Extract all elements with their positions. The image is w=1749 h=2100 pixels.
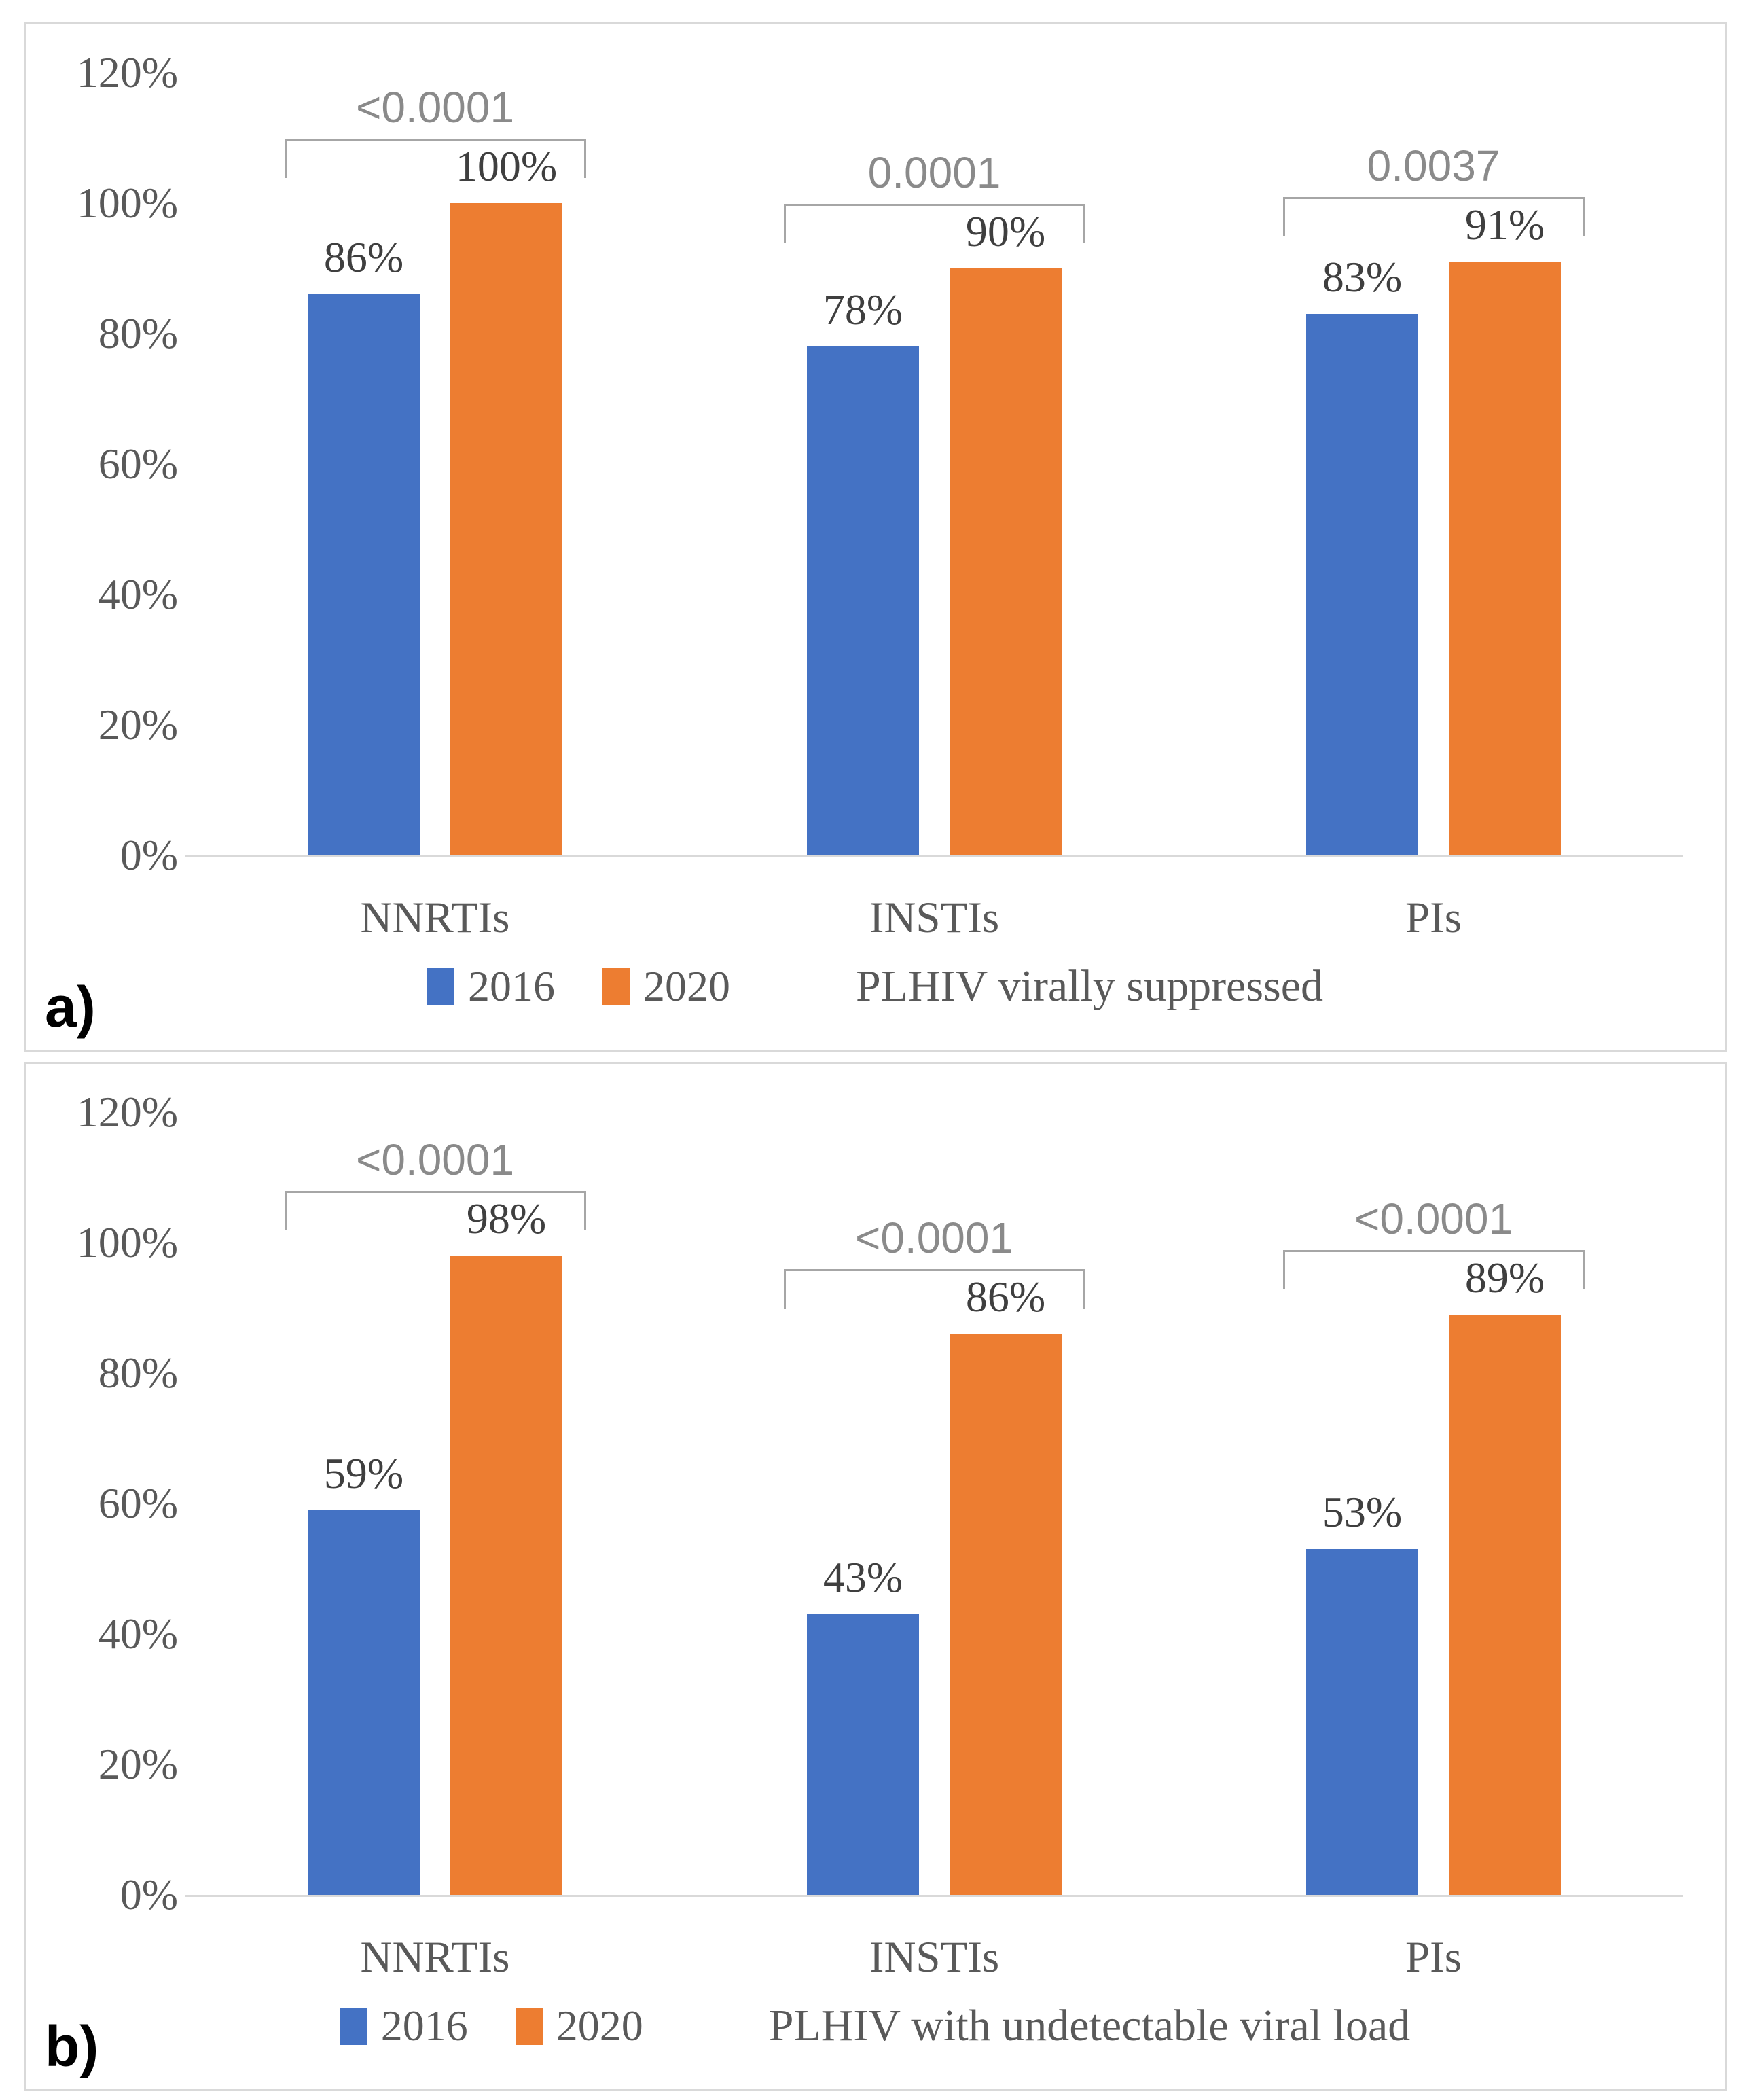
significance-bracket [783,1269,1085,1309]
legend-item-2020: 2020 [515,2001,643,2051]
bar-value-label: 43% [823,1553,903,1602]
y-tick-label: 0% [120,831,178,879]
legend-label-2020: 2020 [643,962,730,1010]
chart-caption: PLHIV virally suppressed [855,961,1324,1011]
category-label: INSTIs [869,893,1000,942]
bar-value-label: 98% [466,1194,547,1243]
bar-value-label: 78% [823,285,903,334]
bar-2020-PIs [1449,262,1561,855]
legend-label-2016: 2016 [380,2001,468,2050]
bar-value-label: 89% [1464,1253,1545,1302]
bar-2020-NNRTIs [450,203,562,855]
p-value-label: <0.0001 [1354,1194,1513,1243]
y-tick-label: 60% [98,440,178,488]
bar-2016-NNRTIs [308,294,420,855]
bar-value-label: 90% [965,207,1046,255]
legend-item-2016: 2016 [427,961,555,1012]
y-tick-label: 40% [98,1609,178,1658]
bar-value-label: 91% [1464,200,1545,249]
panel-letter-b: b) [45,2014,99,2078]
significance-bracket [1282,197,1585,237]
bar-2016-INSTIs [807,346,919,855]
category-label: INSTIs [869,1933,1000,1982]
bar-value-label: 100% [455,142,558,190]
bar-2020-INSTIs [950,268,1062,855]
y-tick-label: 20% [98,1740,178,1788]
x-axis-line [185,1895,1683,1897]
bar-value-label: 83% [1322,253,1403,302]
category-label: NNRTIs [360,893,510,942]
bar-2016-PIs [1306,314,1418,855]
significance-bracket [284,139,586,178]
p-value-label: <0.0001 [854,1213,1014,1263]
category-label: NNRTIs [360,1933,510,1982]
bar-value-label: 59% [323,1448,404,1497]
category-label: PIs [1405,1933,1462,1982]
y-tick-label: 40% [98,570,178,618]
y-tick-label: 120% [76,48,178,96]
legend-item-2016: 2016 [340,2001,468,2051]
chart-caption: PLHIV with undetectable viral load [768,2001,1411,2050]
legend-swatch-2016 [340,2007,367,2045]
category-label: PIs [1405,893,1462,942]
legend-swatch-2020 [515,2007,543,2045]
y-tick-label: 100% [76,1218,178,1266]
y-tick-label: 80% [98,309,178,357]
bar-2016-INSTIs [807,1614,919,1895]
bar-2020-INSTIs [950,1334,1062,1895]
legend-swatch-2016 [427,967,454,1005]
legend-item-2020: 2020 [602,961,730,1012]
p-value-label: 0.0037 [1367,141,1500,191]
significance-bracket [783,204,1085,243]
panel-letter-a: a) [45,975,96,1039]
bar-2016-PIs [1306,1549,1418,1895]
y-tick-label: 80% [98,1349,178,1397]
bar-value-label: 86% [965,1273,1046,1321]
legend: 2016 2020 PLHIV with undetectable viral … [26,2000,1725,2052]
p-value-label: <0.0001 [355,83,515,132]
p-value-label: 0.0001 [867,148,1001,197]
bar-value-label: 53% [1322,1488,1403,1537]
y-tick-label: 60% [98,1479,178,1527]
panel-a: 2016 2020 PLHIV virally suppressed a) 12… [24,22,1727,1052]
legend-label-2020: 2020 [556,2001,643,2050]
legend-label-2016: 2016 [467,962,555,1010]
bar-value-label: 86% [323,233,404,282]
legend-swatch-2020 [602,967,630,1005]
bar-2020-NNRTIs [450,1256,562,1895]
y-tick-label: 120% [76,1088,178,1136]
significance-bracket [284,1191,586,1231]
significance-bracket [1282,1249,1585,1289]
panel-b: 2016 2020 PLHIV with undetectable viral … [24,1062,1727,2091]
bar-2016-NNRTIs [308,1510,420,1895]
y-tick-label: 0% [120,1870,178,1919]
y-tick-label: 100% [76,179,178,227]
y-tick-label: 20% [98,700,178,749]
p-value-label: <0.0001 [355,1135,515,1185]
legend: 2016 2020 PLHIV virally suppressed [26,961,1725,1012]
bar-2020-PIs [1449,1314,1561,1895]
x-axis-line [185,855,1683,857]
